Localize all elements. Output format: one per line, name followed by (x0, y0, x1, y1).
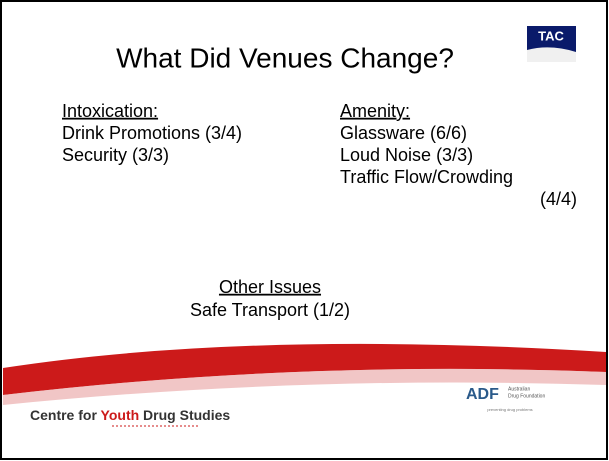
list-item: (4/4) (540, 189, 577, 209)
section-heading: Other Issues (219, 277, 321, 297)
list-item: Drink Promotions (3/4) (62, 123, 242, 143)
footer-part: Drug Studies (139, 407, 230, 423)
list-item: Safe Transport (1/2) (190, 300, 350, 320)
slide: What Did Venues Change? TAC Intoxication… (0, 0, 609, 461)
list-item: Traffic Flow/Crowding (340, 167, 513, 187)
column-heading: Intoxication: (62, 101, 158, 121)
footer-highlight: Youth (101, 407, 140, 423)
list-item: Loud Noise (3/3) (340, 145, 473, 165)
slide-title: What Did Venues Change? (116, 42, 454, 73)
list-item: Glassware (6/6) (340, 123, 467, 143)
partner-name: Drug Foundation (508, 393, 545, 399)
column-heading: Amenity: (340, 101, 410, 121)
footer-text: Centre for Youth Drug Studies (30, 407, 230, 423)
partner-name: Australian (508, 386, 530, 392)
partner-tagline: preventing drug problems (487, 407, 532, 412)
tac-logo: TAC (527, 26, 576, 62)
footer-part: Centre for (30, 407, 101, 423)
list-item: Security (3/3) (62, 145, 169, 165)
logo-text: TAC (538, 28, 564, 43)
partner-mark: ADF (466, 386, 499, 403)
